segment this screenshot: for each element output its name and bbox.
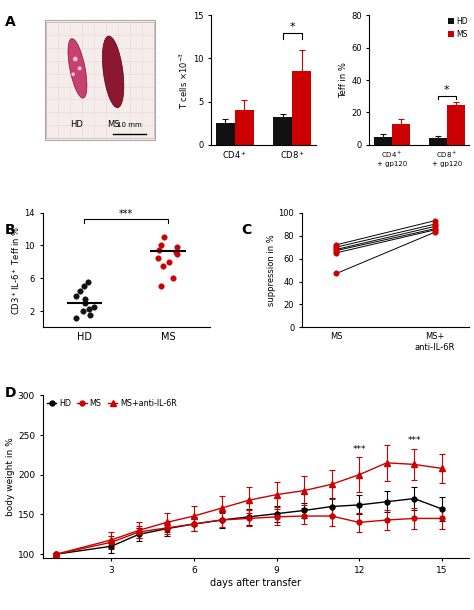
X-axis label: days after transfer: days after transfer — [210, 578, 301, 587]
Text: ***: *** — [353, 445, 366, 454]
Legend: HD, MS: HD, MS — [448, 17, 468, 38]
Point — [72, 292, 80, 301]
Point — [81, 282, 88, 292]
Point — [333, 246, 340, 256]
Point — [155, 245, 163, 254]
Point — [155, 253, 162, 263]
Y-axis label: Teff in %: Teff in % — [339, 62, 348, 98]
Bar — [235, 110, 254, 145]
Point — [431, 219, 438, 229]
Y-axis label: T cells ×10$^{-3}$: T cells ×10$^{-3}$ — [178, 51, 190, 109]
Point — [165, 257, 173, 267]
Bar — [374, 137, 392, 145]
Point — [333, 242, 340, 252]
Text: *: * — [290, 22, 295, 32]
Bar — [392, 124, 410, 145]
Point — [90, 302, 98, 312]
Point — [85, 304, 93, 314]
Point — [157, 282, 165, 292]
Bar — [216, 123, 235, 145]
Y-axis label: CD3$^+$IL-6$^+$ Teff in %: CD3$^+$IL-6$^+$ Teff in % — [10, 225, 22, 315]
Point — [84, 278, 92, 287]
Point — [157, 240, 164, 250]
Point — [173, 249, 180, 259]
Y-axis label: body weight in %: body weight in % — [6, 437, 15, 516]
Bar — [292, 71, 311, 145]
Point — [431, 221, 438, 231]
Text: B: B — [5, 223, 15, 237]
Text: C: C — [242, 223, 252, 237]
Bar — [447, 105, 465, 145]
Y-axis label: suppression in %: suppression in % — [267, 234, 276, 306]
Bar — [428, 138, 447, 145]
Point — [80, 306, 87, 316]
Text: D: D — [5, 386, 16, 400]
Point — [169, 273, 177, 283]
Point — [81, 294, 88, 304]
Point — [431, 225, 438, 235]
Point — [72, 313, 80, 323]
Text: ***: *** — [119, 209, 134, 219]
Point — [333, 245, 340, 254]
Bar — [273, 117, 292, 145]
Legend: HD, MS, MS+anti-IL-6R: HD, MS, MS+anti-IL-6R — [46, 400, 177, 408]
Point — [86, 310, 94, 320]
Text: ***: *** — [408, 436, 421, 445]
Point — [82, 298, 89, 307]
FancyBboxPatch shape — [45, 20, 155, 140]
Text: A: A — [5, 15, 16, 29]
Point — [431, 216, 438, 226]
Text: *: * — [444, 85, 449, 95]
Point — [333, 268, 340, 278]
Point — [333, 240, 340, 249]
Point — [173, 242, 181, 252]
Point — [431, 224, 438, 234]
Point — [173, 247, 180, 257]
Point — [160, 261, 167, 271]
Point — [76, 285, 83, 295]
Point — [333, 248, 340, 257]
Point — [431, 228, 438, 237]
Point — [160, 232, 168, 242]
